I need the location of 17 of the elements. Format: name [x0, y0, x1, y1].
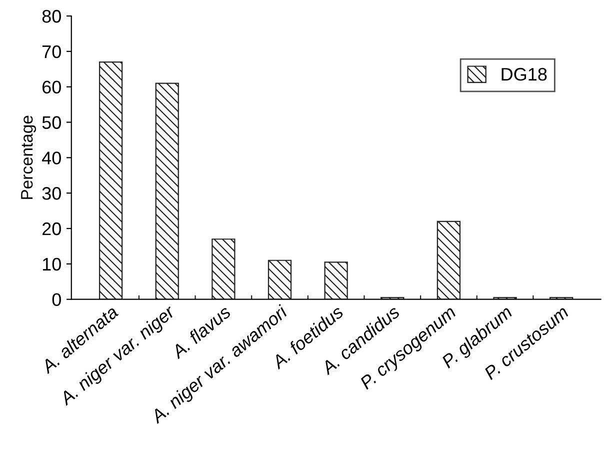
bar	[436, 220, 461, 300]
legend-label: DG18	[502, 68, 547, 81]
y-tick-label: 50	[42, 116, 61, 129]
bar	[212, 238, 236, 300]
bar	[155, 82, 179, 300]
y-axis-title: Percentage	[21, 116, 36, 199]
y-tick-label: 30	[42, 187, 61, 200]
y-tick-label: 20	[42, 222, 61, 236]
y-tick-label: 10	[42, 258, 61, 271]
bar	[268, 260, 292, 300]
y-tick-label: 80	[42, 10, 61, 23]
bar	[324, 262, 348, 300]
y-tick-label: 0	[52, 293, 61, 306]
y-tick-label: 60	[42, 80, 61, 94]
y-tick-label: 70	[42, 45, 61, 58]
bar	[98, 61, 123, 300]
y-tick-label: 40	[42, 152, 61, 164]
